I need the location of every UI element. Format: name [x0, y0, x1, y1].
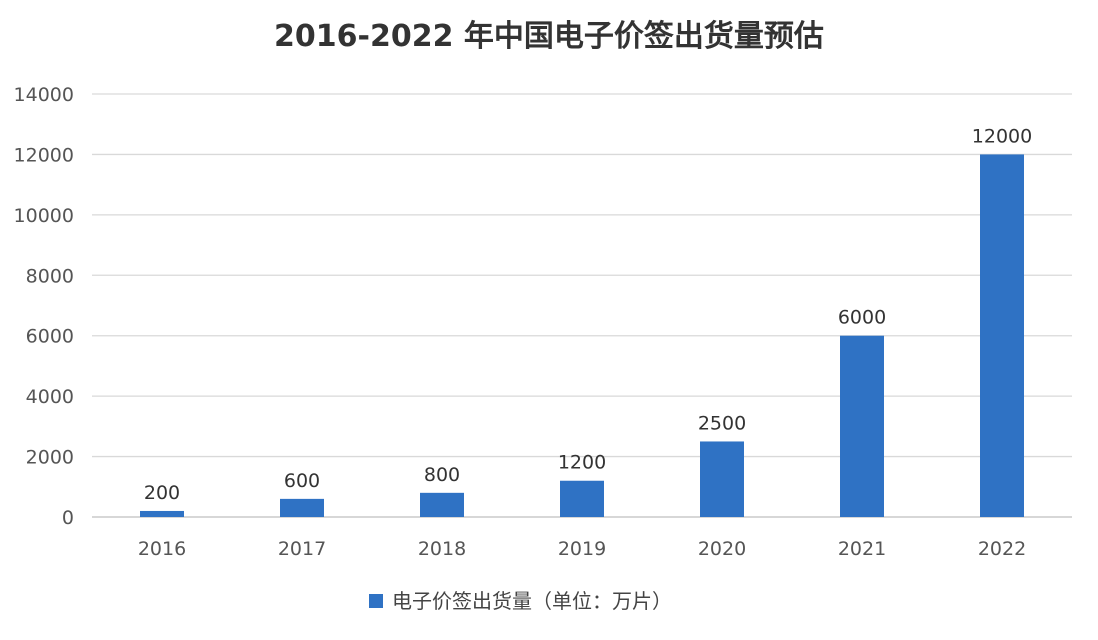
x-tick-label: 2018: [418, 538, 466, 560]
y-tick-label: 6000: [26, 326, 74, 348]
x-tick-label: 2020: [698, 538, 746, 560]
y-tick-label: 10000: [14, 205, 74, 227]
x-tick-label: 2022: [978, 538, 1026, 560]
data-label-2021: 6000: [838, 307, 886, 329]
bar-2018: [420, 492, 464, 517]
x-axis-ticks: 2016 2017 2018 2019 2020 2021 2022: [138, 538, 1026, 560]
legend-swatch: [369, 594, 383, 608]
y-tick-label: 14000: [14, 84, 74, 106]
legend: 电子价签出货量（单位：万片）: [369, 589, 672, 613]
y-axis-ticks: 0 2000 4000 6000 8000 10000 12000 14000: [14, 84, 74, 529]
data-label-2017: 600: [284, 470, 320, 492]
bar-2021: [840, 335, 884, 517]
x-tick-label: 2017: [278, 538, 326, 560]
data-label-2022: 12000: [972, 125, 1032, 147]
bar-2016: [140, 510, 184, 517]
data-label-2018: 800: [424, 464, 460, 486]
legend-label: 电子价签出货量（单位：万片）: [392, 589, 672, 613]
bars: [140, 154, 1024, 517]
bar-2020: [700, 441, 744, 517]
gridlines: [92, 93, 1072, 518]
bar-2017: [280, 498, 324, 517]
data-label-2016: 200: [144, 482, 180, 504]
chart-title: 2016-2022 年中国电子价签出货量预估: [274, 19, 824, 54]
x-tick-label: 2021: [838, 538, 886, 560]
y-tick-label: 12000: [14, 144, 74, 166]
data-labels: 200 600 800 1200 2500 6000 12000: [144, 125, 1032, 504]
data-label-2019: 1200: [558, 452, 606, 474]
y-tick-label: 0: [62, 507, 74, 529]
y-tick-label: 8000: [26, 265, 74, 287]
data-label-2020: 2500: [698, 412, 746, 434]
y-tick-label: 2000: [26, 447, 74, 469]
y-tick-label: 4000: [26, 386, 74, 408]
bar-2022: [980, 154, 1024, 517]
x-tick-label: 2019: [558, 538, 606, 560]
bar-2019: [560, 480, 604, 517]
x-tick-label: 2016: [138, 538, 186, 560]
